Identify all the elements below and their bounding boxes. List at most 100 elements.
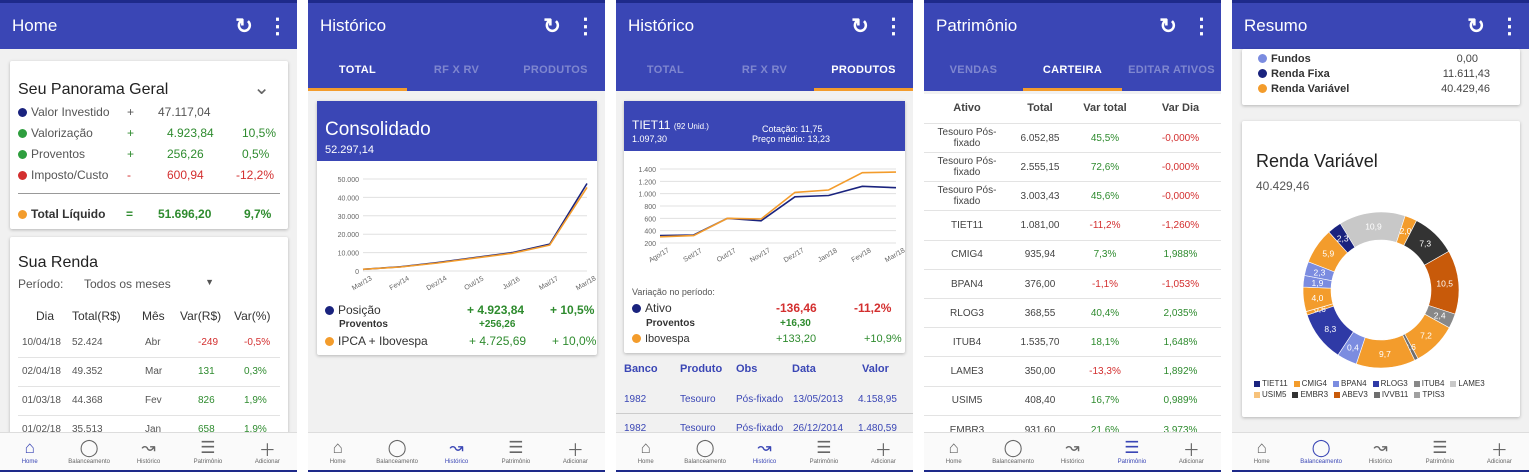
- legend-ativo: Ativo: [645, 301, 672, 315]
- table-row[interactable]: LAME3 350,00 -13,3% 1,892%: [924, 358, 1221, 387]
- table-row[interactable]: ITUB4 1.535,70 18,1% 1,648%: [924, 328, 1221, 358]
- more-vert-icon[interactable]: ⋮: [1191, 14, 1212, 38]
- nav-historico[interactable]: ↝ Histórico: [119, 433, 178, 470]
- nav-historico[interactable]: ↝ Histórico: [1351, 433, 1410, 470]
- more-vert-icon[interactable]: ⋮: [575, 14, 596, 38]
- table-row[interactable]: Tesouro Pós-fixado 2.555,15 72,6% -0,000%: [924, 153, 1221, 183]
- renda-cell: 1,9%: [244, 424, 267, 435]
- table-row[interactable]: TIET11 1.081,00 -11,2% -1,260%: [924, 212, 1221, 241]
- renda-cell: 52.424: [72, 337, 103, 348]
- donut-label: 2,0: [1400, 226, 1412, 236]
- tab-total[interactable]: TOTAL: [646, 64, 685, 76]
- dot-icon: [632, 304, 641, 313]
- bank-cell: 1.480,59: [858, 423, 897, 434]
- y-tick-label: 20.000: [338, 232, 360, 239]
- renda-variavel-card: Renda Variável 40.429,46 10,9 2,0 7,3 10,5 2…: [1242, 121, 1520, 417]
- nav-historico[interactable]: ↝ Histórico: [1043, 433, 1102, 470]
- nav-home[interactable]: ⌂ Home: [308, 433, 367, 470]
- nav-patrimonio[interactable]: ☰ Patrimônio: [794, 433, 853, 470]
- nav-home[interactable]: ⌂ Home: [616, 433, 675, 470]
- carteira-cell-text: Tesouro Pós-fixado: [937, 185, 997, 208]
- table-row[interactable]: 02/04/18 49.352 Mar 131 0,3%: [18, 358, 280, 387]
- legend-proventos: Proventos: [646, 318, 695, 329]
- nav-home[interactable]: ⌂ Home: [0, 433, 59, 470]
- nav-historico[interactable]: ↝ Histórico: [735, 433, 794, 470]
- list-icon: ☰: [816, 438, 832, 457]
- refresh-icon[interactable]: ↻: [851, 14, 869, 38]
- carteira-cell: 1.535,70: [1010, 328, 1070, 356]
- dot-icon: [18, 150, 27, 159]
- refresh-icon[interactable]: ↻: [1467, 14, 1485, 38]
- donut-label: 10,9: [1365, 221, 1382, 231]
- renda-variavel-title: Renda Variável: [1256, 151, 1378, 171]
- chevron-down-icon[interactable]: ⌄: [253, 77, 270, 99]
- renda-cell: 35.513: [72, 424, 103, 435]
- resumo-value: 11.611,43: [1442, 68, 1490, 80]
- legend-swatch: [1292, 391, 1299, 398]
- tab-carteira[interactable]: CARTEIRA: [1023, 49, 1122, 91]
- renda-header: Dia: [36, 309, 55, 323]
- tab-total[interactable]: TOTAL: [308, 49, 407, 91]
- periodo-select[interactable]: Todos os meses ▼: [84, 277, 214, 291]
- nav-adicionar[interactable]: ＋ Adicionar: [1470, 433, 1529, 470]
- nav-balanceamento[interactable]: ◯ Balanceamento: [1291, 433, 1350, 470]
- legend-swatch: [1413, 380, 1420, 387]
- tab-vendas[interactable]: VENDAS: [949, 64, 998, 76]
- nav-balanceamento[interactable]: ◯ Balanceamento: [367, 433, 426, 470]
- carteira-cell-text: -1,1%: [1091, 278, 1119, 290]
- table-row[interactable]: Tesouro Pós-fixado 3.003,43 45,6% -0,000%: [924, 182, 1221, 212]
- refresh-icon[interactable]: ↻: [543, 14, 561, 38]
- donut-slice[interactable]: [1328, 223, 1356, 254]
- table-row[interactable]: CMIG4 935,94 7,3% 1,988%: [924, 241, 1221, 270]
- table-row[interactable]: RLOG3 368,55 40,4% 2,035%: [924, 299, 1221, 329]
- table-row[interactable]: 10/04/18 52.424 Abr -249 -0,5%: [18, 329, 280, 358]
- nav-home[interactable]: ⌂ Home: [1232, 433, 1291, 470]
- tab-produtos[interactable]: PRODUTOS: [814, 49, 913, 91]
- y-tick-label: 600: [644, 216, 656, 223]
- renda-cell: Jan: [145, 424, 162, 435]
- table-row[interactable]: 1982 Tesouro Pós-fixado 13/05/2013 4.158,95: [616, 394, 913, 414]
- tab-editar-ativos[interactable]: EDITAR ATIVOS: [1128, 64, 1215, 76]
- nav-adicionar[interactable]: ＋ Adicionar: [854, 433, 913, 470]
- bank-header: Produto: [680, 363, 723, 375]
- nav-adicionar[interactable]: ＋ Adicionar: [546, 433, 605, 470]
- units: (92 Unid.): [673, 122, 709, 131]
- nav-balanceamento[interactable]: ◯ Balanceamento: [59, 433, 118, 470]
- nav-patrimonio[interactable]: ☰ Patrimônio: [178, 433, 237, 470]
- more-vert-icon[interactable]: ⋮: [267, 14, 288, 38]
- refresh-icon[interactable]: ↻: [1159, 14, 1177, 38]
- table-row[interactable]: EMBR3 931,60 21,6% 3,973%: [924, 416, 1221, 436]
- renda-cell: 658: [198, 424, 215, 435]
- tab-produtos[interactable]: PRODUTOS: [523, 64, 588, 76]
- nav-adicionar[interactable]: ＋ Adicionar: [1162, 433, 1221, 470]
- table-row[interactable]: Tesouro Pós-fixado 6.052,85 45,5% -0,000%: [924, 124, 1221, 153]
- refresh-icon[interactable]: ↻: [235, 14, 253, 38]
- y-tick-label: 1.400: [638, 167, 656, 174]
- more-vert-icon[interactable]: ⋮: [883, 14, 904, 38]
- nav-balanceamento[interactable]: ◯ Balanceamento: [983, 433, 1042, 470]
- nav-patrimonio[interactable]: ☰ Patrimônio: [486, 433, 545, 470]
- nav-home[interactable]: ⌂ Home: [924, 433, 983, 470]
- tab-rf-x-rv[interactable]: RF X RV: [741, 64, 788, 76]
- legend-proventos-value: +16,30: [780, 318, 811, 329]
- table-row[interactable]: 01/03/18 44.368 Fev 826 1,9%: [18, 387, 280, 416]
- tab-rf-x-rv[interactable]: RF X RV: [433, 64, 480, 76]
- app-bar: Histórico ↻ ⋮: [616, 3, 913, 49]
- nav-label: Home: [21, 459, 38, 465]
- more-vert-icon[interactable]: ⋮: [1499, 14, 1520, 38]
- x-tick-label: Fev/14: [389, 275, 411, 292]
- carteira-cell: 16,7%: [1070, 387, 1140, 415]
- carteira-header: Total: [1027, 102, 1053, 114]
- nav-patrimonio[interactable]: ☰ Patrimônio: [1410, 433, 1469, 470]
- panorama-pct: 10,5%: [242, 126, 277, 140]
- table-row[interactable]: USIM5 408,40 16,7% 0,989%: [924, 387, 1221, 416]
- table-row[interactable]: BPAN4 376,00 -1,1% -1,053%: [924, 270, 1221, 299]
- nav-patrimonio[interactable]: ☰ Patrimônio: [1102, 433, 1161, 470]
- nav-balanceamento[interactable]: ◯ Balanceamento: [675, 433, 734, 470]
- nav-historico[interactable]: ↝ Histórico: [427, 433, 486, 470]
- panorama-label: Valorização: [31, 126, 93, 140]
- screen-resumo: Resumo ↻ ⋮ Fundos 0,00 Renda Fixa 11.611,43…: [1232, 0, 1529, 472]
- carteira-cell-text: -0,000%: [1161, 190, 1200, 202]
- legend-swatch: [1450, 380, 1457, 387]
- nav-adicionar[interactable]: ＋ Adicionar: [238, 433, 297, 470]
